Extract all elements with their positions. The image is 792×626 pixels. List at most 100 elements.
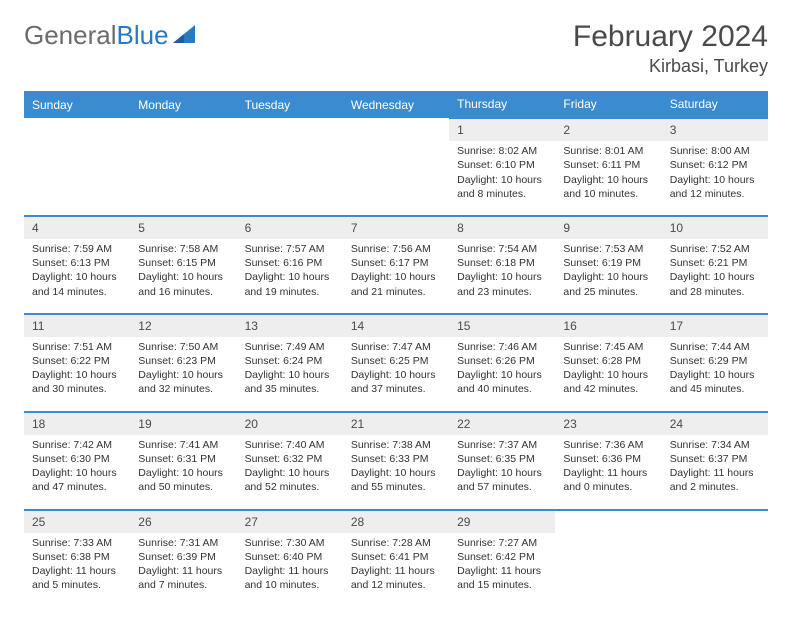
page-header: GeneralBlue February 2024 Kirbasi, Turke… xyxy=(24,20,768,77)
day-number-cell: 11 xyxy=(24,314,130,337)
day-info-line: Sunrise: 7:52 AM xyxy=(670,242,760,256)
day-info-line: Daylight: 10 hours xyxy=(670,270,760,284)
day-info-line: Sunset: 6:31 PM xyxy=(138,452,228,466)
day-info-line: Daylight: 10 hours xyxy=(457,466,547,480)
sail-icon xyxy=(173,25,199,47)
day-number-cell: 5 xyxy=(130,216,236,239)
day-detail-cell: Sunrise: 7:40 AMSunset: 6:32 PMDaylight:… xyxy=(237,435,343,510)
day-detail-cell xyxy=(130,141,236,216)
day-info-line: Daylight: 10 hours xyxy=(138,466,228,480)
day-info-line: Sunrise: 7:37 AM xyxy=(457,438,547,452)
day-info-line: Daylight: 10 hours xyxy=(670,368,760,382)
day-number-cell: 6 xyxy=(237,216,343,239)
day-number-cell: 28 xyxy=(343,510,449,533)
day-info-line: and 8 minutes. xyxy=(457,187,547,201)
calendar-grid: Sunday Monday Tuesday Wednesday Thursday… xyxy=(24,91,768,606)
day-info-line: Sunrise: 7:27 AM xyxy=(457,536,547,550)
day-detail-cell: Sunrise: 7:46 AMSunset: 6:26 PMDaylight:… xyxy=(449,337,555,412)
day-info-line: Sunrise: 7:58 AM xyxy=(138,242,228,256)
day-number-cell xyxy=(237,118,343,141)
day-number-cell: 2 xyxy=(555,118,661,141)
day-info-line: Sunrise: 8:02 AM xyxy=(457,144,547,158)
day-info-line: and 47 minutes. xyxy=(32,480,122,494)
day-detail-cell: Sunrise: 7:38 AMSunset: 6:33 PMDaylight:… xyxy=(343,435,449,510)
day-number-cell: 18 xyxy=(24,412,130,435)
calendar-body: 123 Sunrise: 8:02 AMSunset: 6:10 PMDayli… xyxy=(24,118,768,606)
day-info-line: Daylight: 10 hours xyxy=(32,270,122,284)
day-info-line: Sunrise: 7:31 AM xyxy=(138,536,228,550)
day-detail-cell: Sunrise: 7:49 AMSunset: 6:24 PMDaylight:… xyxy=(237,337,343,412)
day-info-line: Daylight: 10 hours xyxy=(563,173,653,187)
day-number-cell: 25 xyxy=(24,510,130,533)
day-detail-cell: Sunrise: 7:31 AMSunset: 6:39 PMDaylight:… xyxy=(130,533,236,607)
day-number-cell: 14 xyxy=(343,314,449,337)
day-info-line: and 10 minutes. xyxy=(563,187,653,201)
detail-row: Sunrise: 7:59 AMSunset: 6:13 PMDaylight:… xyxy=(24,239,768,314)
day-info-line: Sunrise: 7:47 AM xyxy=(351,340,441,354)
day-info-line: and 35 minutes. xyxy=(245,382,335,396)
day-detail-cell: Sunrise: 7:34 AMSunset: 6:37 PMDaylight:… xyxy=(662,435,768,510)
day-detail-cell: Sunrise: 7:28 AMSunset: 6:41 PMDaylight:… xyxy=(343,533,449,607)
day-number-cell: 23 xyxy=(555,412,661,435)
dow-wednesday: Wednesday xyxy=(343,91,449,118)
day-number-cell: 22 xyxy=(449,412,555,435)
day-info-line: Sunset: 6:17 PM xyxy=(351,256,441,270)
day-info-line: and 5 minutes. xyxy=(32,578,122,592)
day-info-line: Sunset: 6:12 PM xyxy=(670,158,760,172)
detail-row: Sunrise: 8:02 AMSunset: 6:10 PMDaylight:… xyxy=(24,141,768,216)
day-info-line: Sunrise: 7:41 AM xyxy=(138,438,228,452)
day-info-line: Daylight: 11 hours xyxy=(351,564,441,578)
dow-row: Sunday Monday Tuesday Wednesday Thursday… xyxy=(24,91,768,118)
daynum-row: 18192021222324 xyxy=(24,412,768,435)
day-info-line: Sunrise: 7:46 AM xyxy=(457,340,547,354)
day-info-line: Sunrise: 7:53 AM xyxy=(563,242,653,256)
day-number-cell xyxy=(24,118,130,141)
day-info-line: Daylight: 11 hours xyxy=(563,466,653,480)
day-info-line: Daylight: 11 hours xyxy=(245,564,335,578)
calendar-page: GeneralBlue February 2024 Kirbasi, Turke… xyxy=(0,0,792,626)
day-info-line: Sunset: 6:23 PM xyxy=(138,354,228,368)
day-info-line: Sunset: 6:28 PM xyxy=(563,354,653,368)
detail-row: Sunrise: 7:33 AMSunset: 6:38 PMDaylight:… xyxy=(24,533,768,607)
day-info-line: Sunrise: 7:42 AM xyxy=(32,438,122,452)
title-block: February 2024 Kirbasi, Turkey xyxy=(573,20,768,77)
day-info-line: and 30 minutes. xyxy=(32,382,122,396)
day-info-line: Sunset: 6:40 PM xyxy=(245,550,335,564)
day-number-cell: 12 xyxy=(130,314,236,337)
daynum-row: 2526272829 xyxy=(24,510,768,533)
dow-sunday: Sunday xyxy=(24,91,130,118)
month-title: February 2024 xyxy=(573,20,768,54)
day-info-line: Daylight: 11 hours xyxy=(670,466,760,480)
day-info-line: Sunset: 6:15 PM xyxy=(138,256,228,270)
day-info-line: Sunset: 6:19 PM xyxy=(563,256,653,270)
day-detail-cell: Sunrise: 8:02 AMSunset: 6:10 PMDaylight:… xyxy=(449,141,555,216)
day-info-line: and 12 minutes. xyxy=(351,578,441,592)
day-info-line: Sunset: 6:26 PM xyxy=(457,354,547,368)
day-info-line: Daylight: 10 hours xyxy=(351,466,441,480)
day-detail-cell: Sunrise: 7:56 AMSunset: 6:17 PMDaylight:… xyxy=(343,239,449,314)
day-info-line: Daylight: 10 hours xyxy=(138,368,228,382)
day-detail-cell: Sunrise: 7:33 AMSunset: 6:38 PMDaylight:… xyxy=(24,533,130,607)
day-detail-cell: Sunrise: 7:42 AMSunset: 6:30 PMDaylight:… xyxy=(24,435,130,510)
day-number-cell: 10 xyxy=(662,216,768,239)
day-info-line: Sunrise: 7:45 AM xyxy=(563,340,653,354)
day-detail-cell: Sunrise: 7:51 AMSunset: 6:22 PMDaylight:… xyxy=(24,337,130,412)
day-info-line: Sunset: 6:38 PM xyxy=(32,550,122,564)
day-number-cell: 29 xyxy=(449,510,555,533)
day-info-line: Sunrise: 7:28 AM xyxy=(351,536,441,550)
day-info-line: Daylight: 10 hours xyxy=(138,270,228,284)
day-detail-cell: Sunrise: 7:45 AMSunset: 6:28 PMDaylight:… xyxy=(555,337,661,412)
day-info-line: and 28 minutes. xyxy=(670,285,760,299)
day-info-line: Sunset: 6:37 PM xyxy=(670,452,760,466)
day-detail-cell: Sunrise: 7:54 AMSunset: 6:18 PMDaylight:… xyxy=(449,239,555,314)
day-number-cell xyxy=(343,118,449,141)
day-info-line: Sunrise: 7:38 AM xyxy=(351,438,441,452)
day-info-line: Sunrise: 7:59 AM xyxy=(32,242,122,256)
dow-friday: Friday xyxy=(555,91,661,118)
day-number-cell: 19 xyxy=(130,412,236,435)
day-info-line: Sunset: 6:35 PM xyxy=(457,452,547,466)
brand-part1: General xyxy=(24,20,117,50)
day-info-line: and 21 minutes. xyxy=(351,285,441,299)
day-info-line: Daylight: 10 hours xyxy=(670,173,760,187)
day-detail-cell: Sunrise: 7:41 AMSunset: 6:31 PMDaylight:… xyxy=(130,435,236,510)
